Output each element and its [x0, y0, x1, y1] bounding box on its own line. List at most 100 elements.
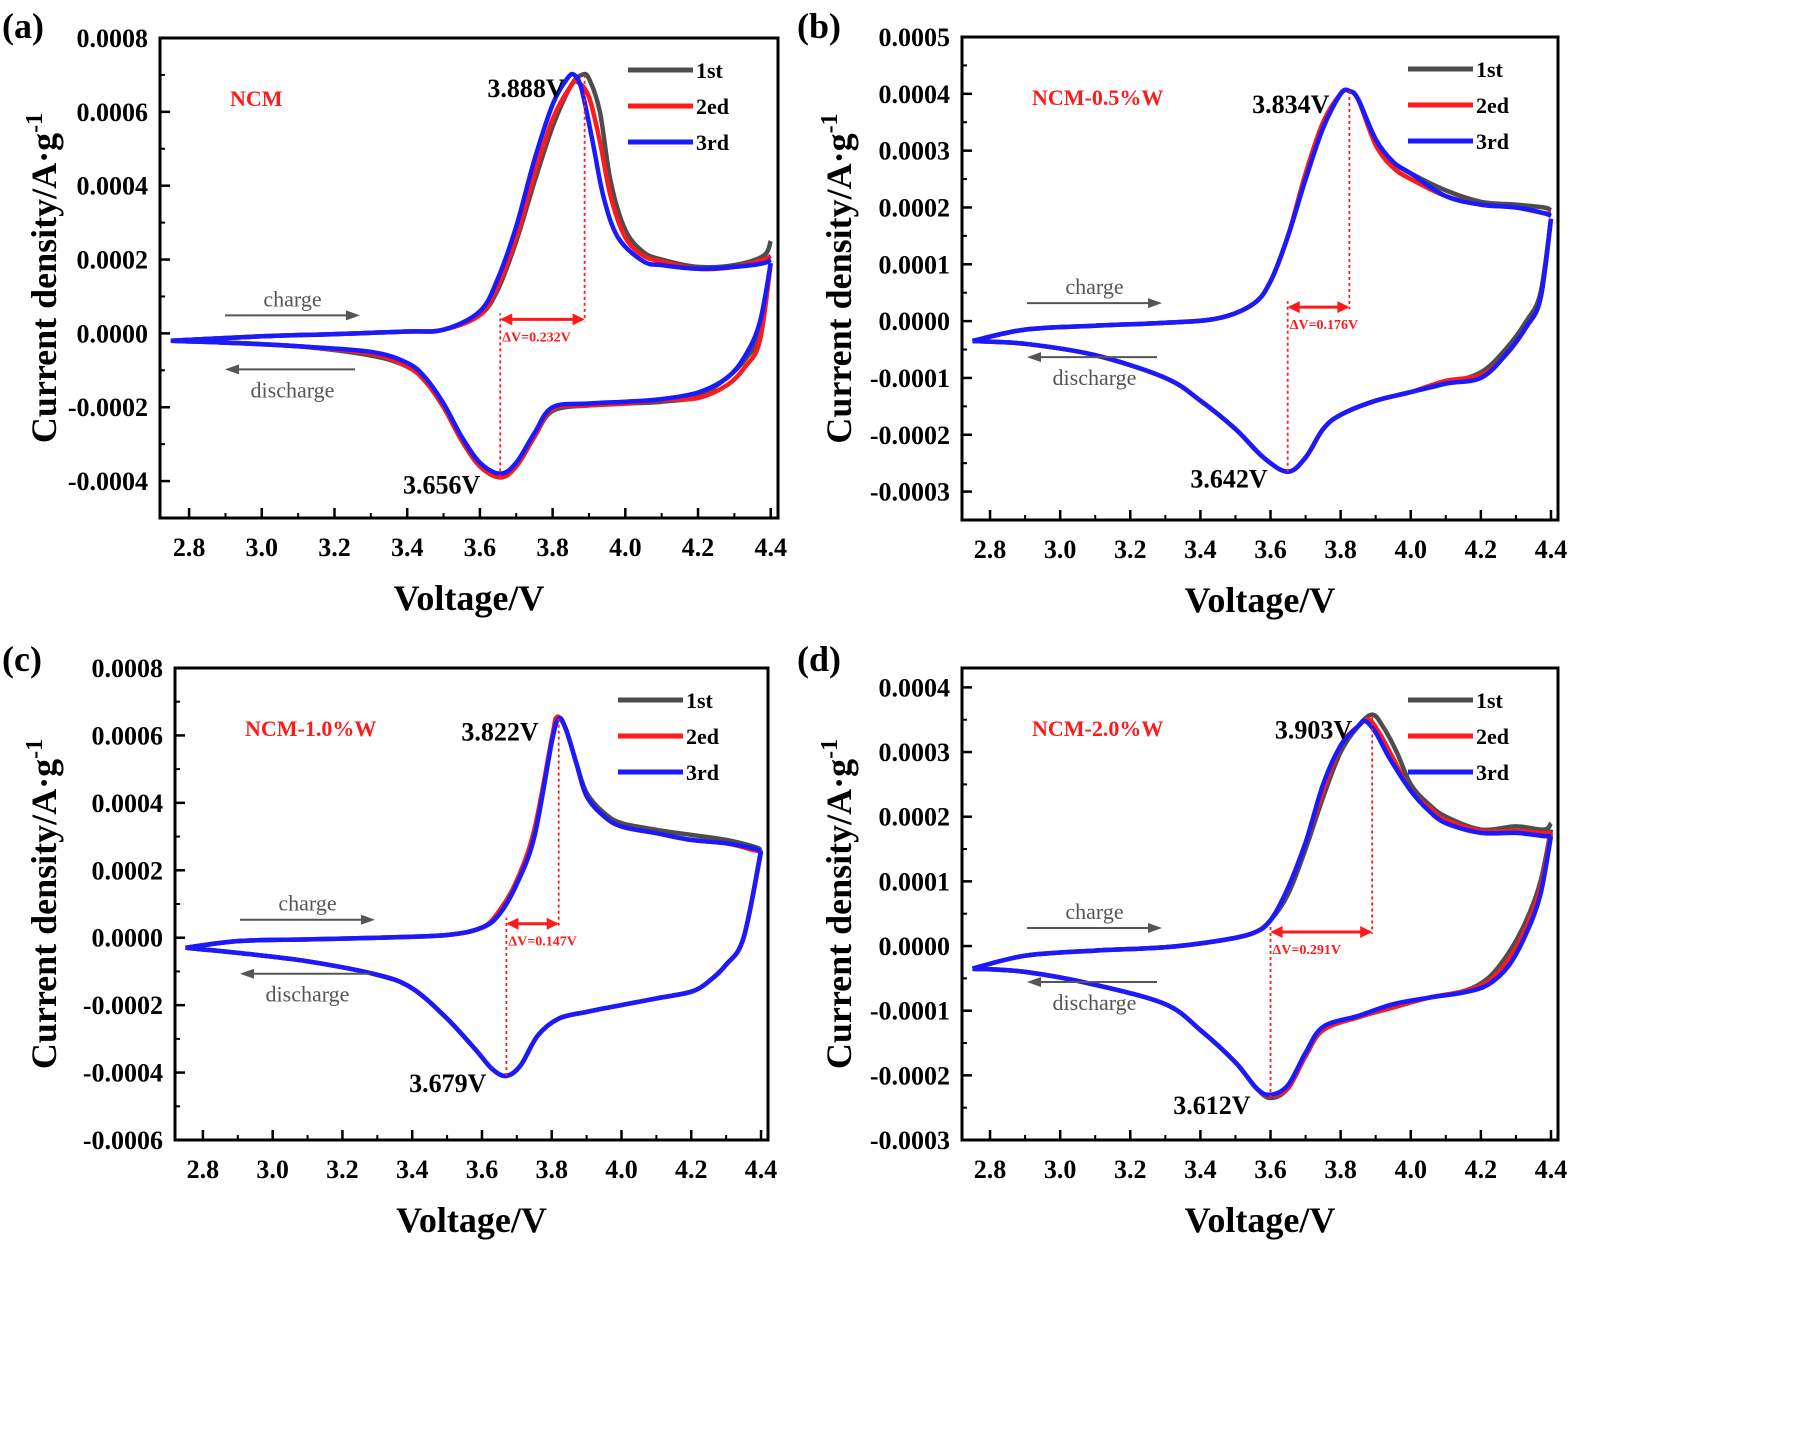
delta-v-label: ΔV=0.176V [1290, 318, 1358, 333]
y-axis-title-superscript: -1 [817, 113, 843, 133]
x-tick-label: 3.4 [391, 533, 424, 562]
charge-label: charge [263, 286, 321, 311]
y-tick-label: -0.0002 [83, 991, 163, 1020]
charge-label: charge [1065, 899, 1123, 924]
legend-label: 3rd [696, 130, 729, 155]
red-peak-label: 3.656V [403, 470, 481, 499]
panel-label: (a) [2, 6, 44, 46]
x-tick-label: 3.6 [1254, 535, 1287, 564]
delta-v-label: ΔV=0.291V [1273, 943, 1341, 958]
x-tick-label: 3.8 [535, 1155, 568, 1184]
x-tick-label: 4.4 [1535, 1155, 1568, 1184]
charge-label: charge [1065, 274, 1123, 299]
legend-label: 2ed [686, 724, 719, 749]
delta-v-arrowhead-right [1360, 926, 1373, 939]
series-3rd-discharge-curve [972, 218, 1554, 474]
y-tick-label: 0.0004 [879, 673, 951, 702]
x-tick-label: 3.4 [396, 1155, 429, 1184]
y-tick-label: -0.0006 [83, 1126, 163, 1155]
panel-label: (b) [797, 6, 841, 46]
y-axis-title: Current density/A·g-1 [817, 113, 859, 443]
legend-label: 2ed [1476, 93, 1509, 118]
legend-label: 2ed [1476, 724, 1509, 749]
charge-arrowhead [346, 310, 360, 321]
series-3rd-discharge-curve [170, 262, 773, 476]
y-tick-label: -0.0001 [870, 364, 950, 393]
panel-a: 2.8 3.0 3.2 3.4 3.6 3.8 4.0 4.2 4.4 -0.0004 -0.000… [2, 6, 787, 618]
series-3rd-charge-curve [170, 71, 773, 344]
legend-label: 3rd [1476, 760, 1509, 785]
series-1st-discharge-curve [972, 829, 1554, 1101]
y-tick-label: 0.0002 [879, 803, 951, 832]
panel-d: 2.8 3.0 3.2 3.4 3.6 3.8 4.0 4.2 4.4 -0.0003 -0.000… [797, 639, 1567, 1240]
y-tick-label: 0.0008 [92, 654, 164, 683]
x-tick-label: 3.0 [256, 1155, 289, 1184]
x-tick-label: 3.6 [466, 1155, 499, 1184]
series-3rd-charge-curve [972, 87, 1553, 344]
x-tick-label: 2.8 [974, 535, 1007, 564]
y-tick-label: 0.0003 [879, 137, 951, 166]
x-tick-label: 4.2 [682, 533, 715, 562]
plot-frame [960, 35, 1560, 522]
x-tick-label: 3.0 [1044, 535, 1077, 564]
y-tick-label: 0.0006 [92, 721, 164, 750]
charge-arrowhead [361, 914, 375, 925]
discharge-label: discharge [1053, 365, 1137, 390]
y-tick-label: -0.0004 [83, 1059, 163, 1088]
delta-v-arrowhead-right [572, 313, 585, 326]
panel-label: (d) [797, 639, 841, 679]
series-2ed-discharge-curve [972, 218, 1554, 474]
discharge-label: discharge [1053, 990, 1137, 1015]
y-axis-title: Current density/A·g-1 [22, 739, 64, 1069]
x-tick-label: 4.0 [1395, 535, 1428, 564]
series-3rd-charge-curve [185, 715, 763, 951]
x-tick-label: 4.2 [1465, 535, 1498, 564]
y-axis-title: Current density/A·g-1 [817, 739, 859, 1069]
y-tick-label: 0.0008 [77, 24, 149, 53]
y-tick-label: 0.0004 [879, 80, 951, 109]
legend-label: 1st [696, 58, 724, 83]
plot-frame [158, 36, 780, 520]
y-tick-label: 0.0000 [77, 319, 149, 348]
series-3rd-charge-curve [971, 718, 1552, 971]
sample-label: NCM-0.5%W [1032, 85, 1163, 110]
series-3rd-discharge-curve [972, 835, 1554, 1098]
x-tick-label: 4.0 [609, 533, 642, 562]
curves [170, 71, 773, 480]
series-3rd-discharge-curve [185, 851, 764, 1079]
discharge-arrowhead [1027, 352, 1041, 363]
x-tick-label: 4.0 [1395, 1155, 1428, 1184]
y-tick-label: 0.0002 [92, 856, 164, 885]
y-tick-label: -0.0002 [68, 393, 148, 422]
charge-arrowhead [1148, 298, 1162, 309]
x-axis-title: Voltage/V [1185, 1200, 1336, 1240]
series-1st-charge-curve [185, 715, 763, 951]
x-tick-label: 3.8 [1324, 1155, 1357, 1184]
series-1st-discharge-curve [972, 218, 1554, 474]
panel-c: 2.8 3.0 3.2 3.4 3.6 3.8 4.0 4.2 4.4 -0.0006 -0.000… [2, 639, 777, 1240]
red-peak-label: 3.642V [1190, 465, 1268, 494]
x-tick-label: 3.2 [1114, 535, 1147, 564]
y-tick-label: -0.0004 [68, 467, 148, 496]
x-tick-label: 3.2 [1114, 1155, 1147, 1184]
y-tick-label: 0.0001 [879, 867, 951, 896]
y-tick-label: -0.0001 [870, 997, 950, 1026]
x-tick-label: 2.8 [173, 533, 206, 562]
x-tick-label: 4.2 [1465, 1155, 1498, 1184]
y-tick-label: 0.0000 [879, 307, 951, 336]
y-tick-label: 0.0005 [879, 23, 951, 52]
discharge-label: discharge [251, 377, 335, 402]
x-tick-label: 2.8 [187, 1155, 220, 1184]
y-axis-title: Current density/A·g-1 [22, 113, 64, 443]
series-1st-charge-curve [170, 71, 773, 344]
legend-label: 3rd [1476, 129, 1509, 154]
legend-label: 1st [686, 688, 714, 713]
y-tick-label: 0.0004 [92, 789, 164, 818]
legend-label: 3rd [686, 760, 719, 785]
x-tick-label: 3.8 [1324, 535, 1357, 564]
x-tick-label: 3.0 [1044, 1155, 1077, 1184]
y-tick-label: 0.0003 [879, 738, 951, 767]
plot-frame [960, 666, 1560, 1142]
x-tick-label: 4.2 [675, 1155, 708, 1184]
y-tick-label: 0.0006 [77, 98, 149, 127]
